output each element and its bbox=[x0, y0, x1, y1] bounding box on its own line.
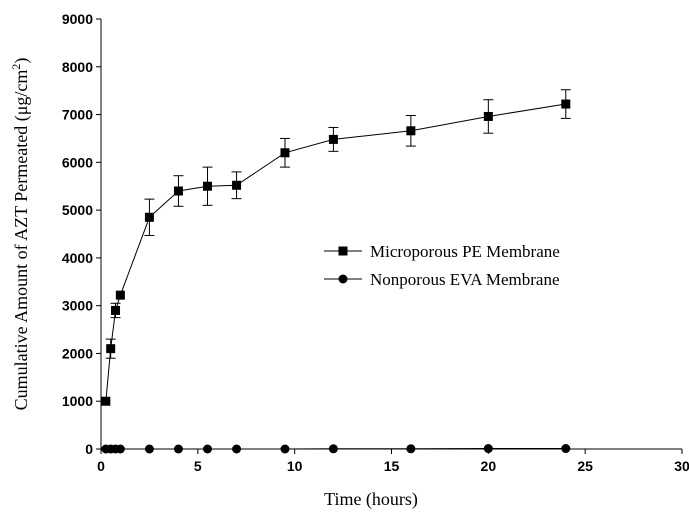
data-point bbox=[203, 181, 213, 191]
series-1 bbox=[101, 89, 571, 406]
data-point bbox=[101, 396, 111, 406]
data-point bbox=[483, 111, 493, 121]
data-point bbox=[328, 444, 338, 454]
legend-item-1: Microporous PE Membrane bbox=[324, 242, 560, 261]
data-point bbox=[280, 148, 290, 158]
y-tick-label: 0 bbox=[85, 441, 93, 457]
x-tick-label: 5 bbox=[194, 458, 202, 474]
legend-label: Microporous PE Membrane bbox=[370, 242, 560, 261]
x-tick-label: 30 bbox=[674, 458, 689, 474]
legend-marker bbox=[338, 246, 348, 256]
series-layer bbox=[101, 89, 571, 454]
series-2 bbox=[101, 444, 571, 454]
data-point bbox=[173, 186, 183, 196]
data-point bbox=[203, 444, 213, 454]
data-point bbox=[173, 444, 183, 454]
y-tick-label: 5000 bbox=[62, 202, 93, 218]
legend-label: Nonporous EVA Membrane bbox=[370, 270, 560, 289]
data-point bbox=[115, 290, 125, 300]
data-point bbox=[144, 444, 154, 454]
y-tick-label: 1000 bbox=[62, 393, 93, 409]
data-point bbox=[561, 444, 571, 454]
plot-area bbox=[100, 19, 682, 450]
data-point bbox=[280, 444, 290, 454]
data-point bbox=[144, 212, 154, 222]
data-point bbox=[232, 180, 242, 190]
data-point bbox=[406, 126, 416, 136]
legend-marker bbox=[338, 274, 348, 284]
y-tick-label: 7000 bbox=[62, 107, 93, 123]
legend-item-2: Nonporous EVA Membrane bbox=[324, 270, 560, 289]
x-axis-label: Time (hours) bbox=[324, 489, 418, 510]
y-axis-label-superscript: 2 bbox=[9, 64, 23, 70]
y-tick-label: 8000 bbox=[62, 59, 93, 75]
data-point bbox=[561, 99, 571, 109]
y-tick-label: 2000 bbox=[62, 345, 93, 361]
y-tick-label: 6000 bbox=[62, 154, 93, 170]
data-point bbox=[406, 444, 416, 454]
data-point bbox=[483, 444, 493, 454]
x-tick-label: 10 bbox=[287, 458, 303, 474]
x-ticks: 0 5 10 15 20 25 30 bbox=[97, 449, 689, 474]
y-axis-label: Cumulative Amount of AZT Permeated (μg/c… bbox=[9, 58, 32, 411]
data-point bbox=[106, 344, 116, 354]
y-ticks: 0 1000 2000 3000 4000 5000 6000 7000 8000 9000 bbox=[62, 11, 101, 457]
y-tick-label: 9000 bbox=[62, 11, 93, 27]
y-tick-label: 3000 bbox=[62, 298, 93, 314]
data-point bbox=[328, 134, 338, 144]
data-point bbox=[115, 444, 125, 454]
x-tick-label: 20 bbox=[481, 458, 497, 474]
data-point bbox=[232, 444, 242, 454]
y-axis-label-main: Cumulative Amount of AZT Permeated (μg/c… bbox=[11, 70, 32, 411]
x-tick-label: 0 bbox=[97, 458, 105, 474]
legend: Microporous PE Membrane Nonporous EVA Mem… bbox=[324, 242, 560, 289]
data-point bbox=[111, 305, 121, 315]
x-tick-label: 15 bbox=[384, 458, 400, 474]
x-tick-label: 25 bbox=[577, 458, 593, 474]
y-tick-label: 4000 bbox=[62, 250, 93, 266]
y-axis-label-suffix: ) bbox=[11, 58, 32, 64]
